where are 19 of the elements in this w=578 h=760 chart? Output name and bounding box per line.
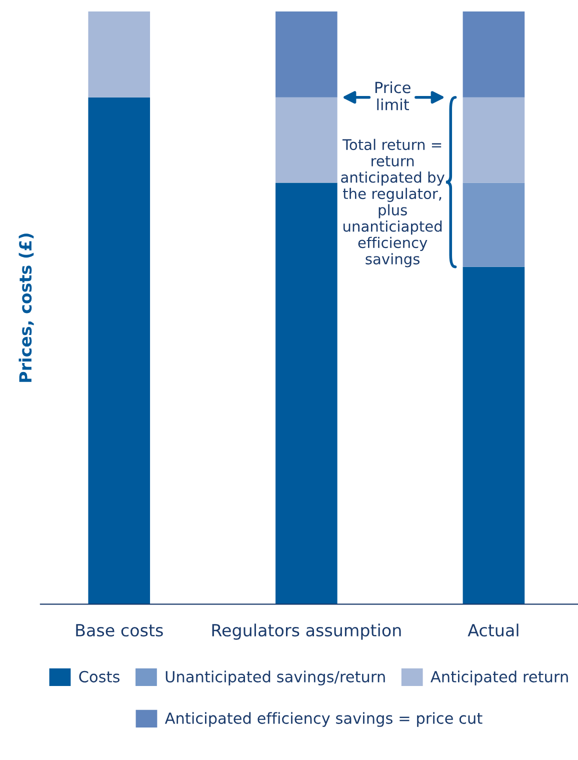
bar [276, 97, 338, 183]
legend-label: Anticipated return [430, 670, 568, 686]
bar [276, 11, 338, 98]
bar [276, 182, 338, 604]
x-tick-label: Regulators assumption [212, 624, 401, 640]
x-tick-label: Base costs [76, 624, 163, 637]
x-tick-label: Actual [468, 624, 518, 637]
legend-label: Unanticipated savings/return [166, 670, 385, 686]
annotation: Total return = return anticipated by the regulator, plus unanticiapted efficiency savings [341, 138, 444, 268]
legend-label: Anticipated efficiency savings = price cut [164, 712, 482, 727]
legend-label: Costs [79, 670, 120, 682]
y-axis-title: Prices, costs (£) [18, 234, 34, 382]
bar [88, 97, 150, 604]
bar [462, 182, 525, 267]
annotation: Price limit [375, 81, 410, 110]
bar [462, 11, 525, 98]
bar [462, 266, 525, 604]
bar [88, 11, 150, 98]
bar [462, 97, 525, 183]
